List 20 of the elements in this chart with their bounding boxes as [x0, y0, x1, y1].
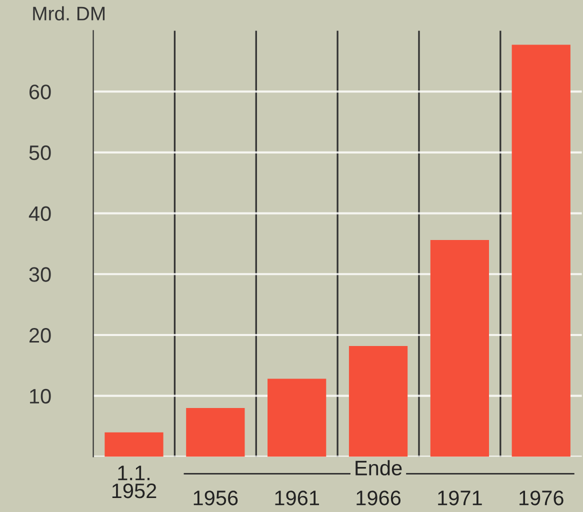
x-tick-label: 1961 [275, 490, 320, 506]
x-tick-label: 1.1. 1952 [112, 466, 156, 498]
y-tick-label: 50 [29, 145, 51, 160]
bar [512, 44, 570, 457]
y-tick-label: 60 [30, 84, 51, 100]
x-tick-label: 1966 [356, 490, 401, 506]
text: Ende [356, 460, 402, 476]
y-tick-label: 20 [29, 328, 51, 343]
bar [430, 240, 490, 457]
y-axis-title: Mrd. DM [33, 6, 105, 20]
y-tick-label: 10 [30, 388, 51, 404]
bar [268, 378, 326, 457]
bar [104, 432, 164, 457]
bar [348, 346, 408, 457]
x-tick-label: 1971 [438, 490, 482, 506]
x-tick-label: 1956 [194, 490, 238, 506]
y-tick-label: 30 [29, 267, 51, 282]
bar [186, 408, 245, 457]
y-tick-label: 40 [28, 206, 51, 222]
x-tick-label: 1976 [520, 490, 564, 506]
